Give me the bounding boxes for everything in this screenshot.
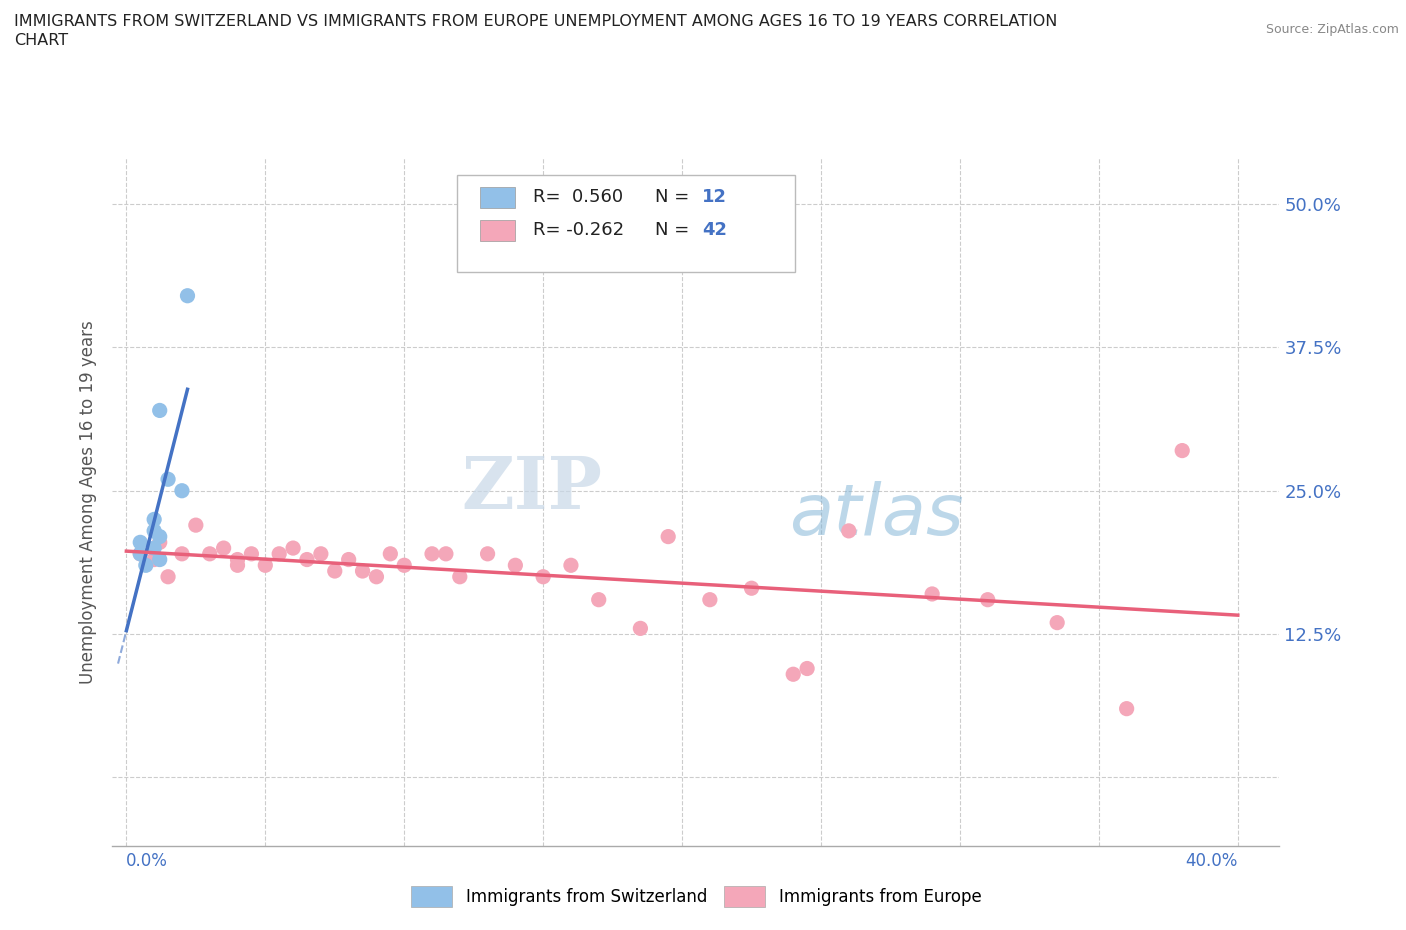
Point <box>157 569 180 584</box>
Point <box>129 547 152 562</box>
Point <box>699 592 721 607</box>
Point <box>434 547 457 562</box>
Point <box>149 403 172 418</box>
Point <box>628 621 651 636</box>
Point <box>143 552 166 567</box>
Text: ZIP: ZIP <box>461 453 603 524</box>
Point <box>449 569 471 584</box>
Point <box>269 547 291 562</box>
Point <box>129 547 152 562</box>
Point <box>1115 701 1137 716</box>
Point <box>129 535 152 550</box>
Text: R=  0.560: R= 0.560 <box>533 189 623 206</box>
Text: Source: ZipAtlas.com: Source: ZipAtlas.com <box>1265 23 1399 36</box>
FancyBboxPatch shape <box>457 176 796 272</box>
Point <box>796 661 818 676</box>
Point <box>157 472 180 486</box>
Point <box>212 540 235 555</box>
Point <box>394 558 416 573</box>
Point <box>477 547 499 562</box>
Text: N =: N = <box>655 221 695 239</box>
Point <box>176 288 198 303</box>
Text: 40.0%: 40.0% <box>1185 852 1237 870</box>
Text: 12: 12 <box>702 189 727 206</box>
Point <box>240 547 263 562</box>
Point <box>184 518 207 533</box>
FancyBboxPatch shape <box>479 220 515 241</box>
Point <box>352 564 374 578</box>
Legend: Immigrants from Switzerland, Immigrants from Europe: Immigrants from Switzerland, Immigrants … <box>411 886 981 907</box>
Point <box>149 552 172 567</box>
Point <box>170 484 193 498</box>
Point <box>741 580 763 596</box>
Point <box>337 552 360 567</box>
Text: CHART: CHART <box>14 33 67 47</box>
Point <box>838 524 860 538</box>
Point <box>657 529 679 544</box>
Point <box>1171 444 1194 458</box>
Point <box>149 535 172 550</box>
Text: 0.0%: 0.0% <box>127 852 169 870</box>
Point <box>323 564 346 578</box>
Point <box>1046 616 1069 631</box>
Point <box>226 558 249 573</box>
Text: R= -0.262: R= -0.262 <box>533 221 624 239</box>
Point <box>588 592 610 607</box>
Point <box>531 569 554 584</box>
Point <box>143 524 166 538</box>
Point <box>226 552 249 567</box>
Point <box>420 547 443 562</box>
Point <box>143 540 166 555</box>
Text: N =: N = <box>655 189 695 206</box>
Point <box>170 547 193 562</box>
Point <box>782 667 804 682</box>
Point <box>505 558 527 573</box>
Point <box>380 547 402 562</box>
Point <box>976 592 998 607</box>
Y-axis label: Unemployment Among Ages 16 to 19 years: Unemployment Among Ages 16 to 19 years <box>79 320 97 684</box>
Text: 42: 42 <box>702 221 727 239</box>
FancyBboxPatch shape <box>479 187 515 207</box>
Point <box>135 558 157 573</box>
Point <box>254 558 277 573</box>
Point <box>560 558 582 573</box>
Point <box>149 529 172 544</box>
Point <box>281 540 304 555</box>
Point <box>366 569 388 584</box>
Point <box>198 547 221 562</box>
Point <box>143 512 166 526</box>
Point <box>309 547 332 562</box>
Text: atlas: atlas <box>789 482 965 551</box>
Text: IMMIGRANTS FROM SWITZERLAND VS IMMIGRANTS FROM EUROPE UNEMPLOYMENT AMONG AGES 16: IMMIGRANTS FROM SWITZERLAND VS IMMIGRANT… <box>14 14 1057 29</box>
Point <box>295 552 318 567</box>
Point <box>921 587 943 602</box>
